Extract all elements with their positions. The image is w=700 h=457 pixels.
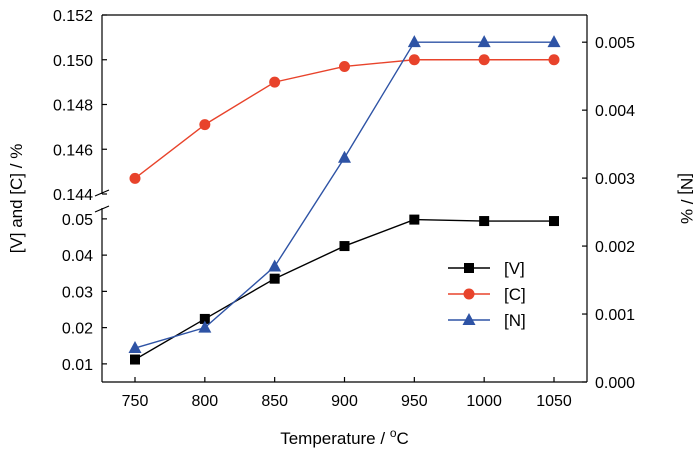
data-point-n (477, 35, 491, 48)
x-tick-label: 900 (331, 393, 358, 410)
data-point-c (408, 54, 420, 66)
y-right-tick-label: 0.000 (595, 375, 635, 392)
data-point-c (269, 76, 281, 88)
y-left-lower-tick-label: 0.01 (62, 357, 93, 374)
y-right-tick-label: 0.005 (595, 35, 635, 52)
x-axis-title: Temperature / oC (280, 426, 409, 448)
data-point-c (548, 54, 560, 66)
y-left-lower-tick-label: 0.02 (62, 321, 93, 338)
data-point-v (479, 216, 490, 227)
y-left-axis-title: [V] and [C] / % (7, 144, 26, 254)
x-tick-label: 800 (191, 393, 218, 410)
y-left-lower-tick-label: 0.04 (62, 248, 93, 265)
data-point-c (478, 54, 490, 66)
legend-marker-c (463, 288, 475, 300)
y-right-axis-title: [N] / % (677, 173, 696, 224)
data-point-v (409, 214, 420, 225)
data-point-v (199, 313, 210, 324)
axis-break-mark (94, 205, 110, 213)
legend-label-c: [C] (504, 285, 526, 304)
y-left-upper-tick-label: 0.152 (53, 8, 93, 25)
y-left-lower-tick-label: 0.03 (62, 284, 93, 301)
data-point-n (268, 259, 282, 272)
y-left-upper-tick-label: 0.146 (53, 142, 93, 159)
data-point-n (338, 150, 351, 163)
data-point-n (128, 341, 142, 354)
legend-label-n: [N] (504, 311, 526, 330)
legend-marker-n (462, 313, 476, 325)
y-left-upper-tick-label: 0.150 (53, 53, 93, 70)
x-tick-label: 850 (261, 393, 288, 410)
data-point-v (130, 354, 140, 365)
data-point-n (198, 320, 212, 333)
legend-marker-v (464, 263, 474, 273)
data-point-c (129, 172, 141, 184)
data-point-v (549, 216, 559, 227)
y-left-upper-tick-label: 0.148 (53, 98, 93, 115)
data-point-v (269, 273, 280, 284)
data-point-v (339, 241, 350, 252)
series-line-n (134, 41, 554, 349)
x-tick-label: 1000 (466, 393, 502, 410)
x-tick-label: 1050 (536, 393, 572, 410)
y-left-lower-tick-label: 0.05 (62, 212, 93, 229)
y-right-tick-label: 0.001 (595, 307, 635, 324)
data-point-n (407, 35, 421, 48)
series-line-v (134, 218, 554, 361)
y-right-tick-label: 0.004 (595, 103, 635, 120)
y-right-tick-label: 0.002 (595, 239, 635, 256)
data-point-n (547, 35, 561, 48)
data-point-c (339, 60, 350, 72)
legend-label-v: [V] (504, 259, 525, 278)
data-point-c (199, 119, 211, 131)
x-tick-label: 950 (401, 393, 428, 410)
y-right-tick-label: 0.003 (595, 171, 635, 188)
axis-break-mark (94, 189, 110, 197)
x-tick-label: 750 (122, 393, 149, 410)
y-left-upper-tick-label: 0.144 (53, 187, 93, 204)
